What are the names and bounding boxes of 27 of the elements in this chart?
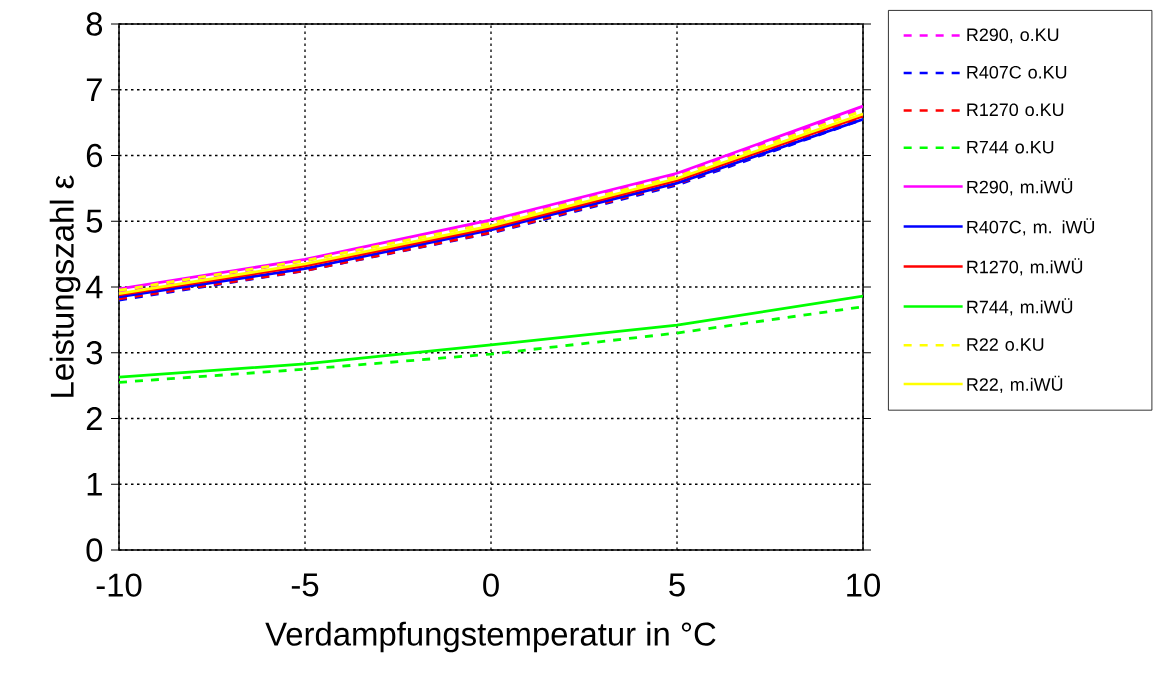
y-tick-label: 3 [86, 341, 103, 365]
legend-label: R744 o.KU [967, 140, 1054, 154]
y-tick-label: 4 [85, 275, 103, 299]
y-tick-label: 8 [86, 12, 103, 36]
legend-label: R407C, m. iWÜ [967, 218, 1095, 236]
x-tick-label: -5 [291, 573, 319, 597]
y-tick-label: 0 [86, 538, 103, 562]
legend-label: R407C o.KU [967, 65, 1067, 79]
legend-label: R22, m.iWÜ [967, 375, 1063, 393]
legend-label: R1270, m.iWÜ [967, 258, 1083, 276]
legend-label: R22 o.KU [967, 338, 1044, 351]
x-tick-label: 0 [483, 573, 499, 597]
x-tick-label: -10 [96, 573, 142, 597]
legend-label: R744, m.iWÜ [967, 298, 1073, 316]
legend-label: R290, m.iWÜ [967, 178, 1073, 196]
x-tick-label: 10 [847, 573, 880, 597]
y-axis-title: Leistungszahl ε [49, 175, 81, 397]
x-tick-label: 5 [669, 573, 685, 597]
y-tick-label: 7 [86, 78, 102, 102]
y-tick-label: 5 [86, 209, 103, 233]
x-axis-title: Verdampfungstemperatur in °C [265, 621, 716, 653]
y-tick-label: 6 [86, 143, 103, 168]
y-tick-label: 1 [87, 472, 102, 496]
legend-label: R290, o.KU [967, 28, 1059, 44]
line-series [119, 294, 864, 379]
y-tick-label: 2 [86, 407, 102, 430]
legend-label: R1270 o.KU [967, 103, 1064, 117]
